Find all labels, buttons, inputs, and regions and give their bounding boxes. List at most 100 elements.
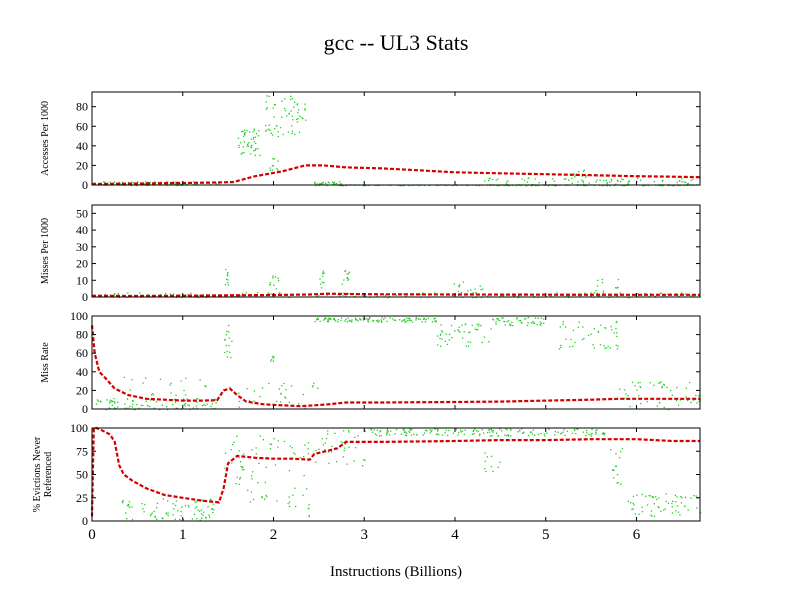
scatter-point	[129, 506, 131, 508]
scatter-point	[154, 516, 157, 518]
scatter-point	[444, 431, 446, 434]
x-tick-label: 4	[451, 527, 459, 543]
scatter-point	[591, 432, 593, 434]
scatter-point	[113, 293, 116, 295]
scatter-point	[319, 183, 321, 185]
scatter-point	[288, 496, 290, 498]
scatter-point	[269, 282, 272, 284]
scatter-point	[125, 407, 127, 409]
scatter-point	[109, 401, 111, 403]
scatter-point	[328, 182, 330, 184]
scatter-point	[578, 171, 580, 173]
scatter-point	[685, 184, 687, 187]
scatter-point	[634, 513, 636, 515]
scatter-point	[244, 132, 246, 134]
scatter-point	[318, 294, 320, 296]
scatter-point	[623, 184, 625, 187]
scatter-point	[201, 513, 203, 515]
scatter-point	[525, 185, 527, 187]
scatter-point	[687, 183, 689, 185]
panel-frame	[91, 204, 701, 298]
scatter-point	[515, 185, 517, 187]
scatter-point	[331, 451, 333, 453]
scatter-point	[605, 347, 608, 349]
scatter-point	[323, 272, 325, 274]
scatter-point	[199, 379, 201, 381]
scatter-point	[676, 181, 678, 184]
scatter-point	[172, 403, 174, 406]
scatter-point	[348, 319, 350, 321]
scatter-point	[659, 382, 661, 384]
scatter-point	[224, 283, 226, 286]
scatter-point	[278, 280, 280, 282]
scatter-point	[154, 515, 156, 518]
scatter-point	[502, 295, 504, 297]
scatter-point	[193, 183, 195, 185]
scatter-point	[409, 319, 412, 321]
scatter-point	[531, 433, 534, 435]
scatter-point	[514, 295, 516, 297]
scatter-point	[301, 117, 303, 119]
x-tick-label: 1	[179, 527, 187, 543]
scatter-point	[173, 293, 175, 295]
scatter-point	[686, 183, 688, 185]
scatter-point	[650, 514, 652, 516]
scatter-point	[458, 286, 460, 288]
scatter-point	[507, 434, 509, 436]
scatter-point	[407, 317, 410, 319]
scatter-point	[324, 317, 326, 319]
scatter-point	[327, 433, 329, 435]
scatter-point	[649, 293, 652, 295]
scatter-point	[593, 347, 595, 349]
scatter-point	[125, 512, 127, 514]
scatter-point	[292, 119, 294, 121]
scatter-point	[184, 505, 187, 507]
scatter-point	[410, 434, 413, 436]
scatter-point	[255, 142, 257, 145]
scatter-point	[665, 493, 667, 495]
scatter-point	[355, 317, 357, 319]
scatter-point	[304, 109, 306, 111]
scatter-point	[509, 325, 511, 327]
scatter-point	[405, 295, 407, 298]
scatter-point	[489, 431, 491, 433]
scatter-point	[486, 456, 488, 458]
scatter-point	[345, 318, 347, 321]
scatter-point	[403, 318, 405, 321]
scatter-point	[666, 293, 669, 295]
scatter-point	[384, 295, 386, 297]
scatter-point	[269, 448, 272, 450]
scatter-point	[423, 184, 425, 187]
scatter-point	[452, 432, 454, 434]
scatter-point	[478, 434, 481, 436]
scatter-point	[224, 467, 226, 470]
scatter-point	[492, 178, 494, 181]
scatter-point	[253, 138, 255, 140]
scatter-point	[258, 130, 260, 132]
scatter-point	[240, 142, 242, 144]
scatter-point	[696, 402, 698, 404]
scatter-point	[153, 510, 155, 513]
scatter-point	[526, 184, 528, 187]
scatter-point	[302, 393, 304, 396]
scatter-point	[246, 145, 248, 147]
scatter-point	[556, 292, 558, 294]
scatter-point	[149, 405, 151, 408]
x-tick-label: 6	[633, 527, 641, 543]
scatter-point	[344, 320, 346, 322]
scatter-point	[564, 326, 567, 328]
scatter-point	[322, 270, 324, 272]
scatter-point	[460, 291, 463, 294]
scatter-point	[249, 131, 251, 133]
scatter-point	[600, 324, 602, 326]
scatter-point	[684, 505, 686, 507]
scatter-point	[537, 317, 539, 319]
scatter-point	[617, 278, 620, 281]
scatter-point	[246, 129, 248, 132]
scatter-point	[518, 295, 520, 297]
scatter-point	[585, 176, 587, 178]
scatter-point	[149, 399, 152, 401]
scatter-point	[595, 290, 597, 292]
scatter-point	[148, 398, 150, 400]
